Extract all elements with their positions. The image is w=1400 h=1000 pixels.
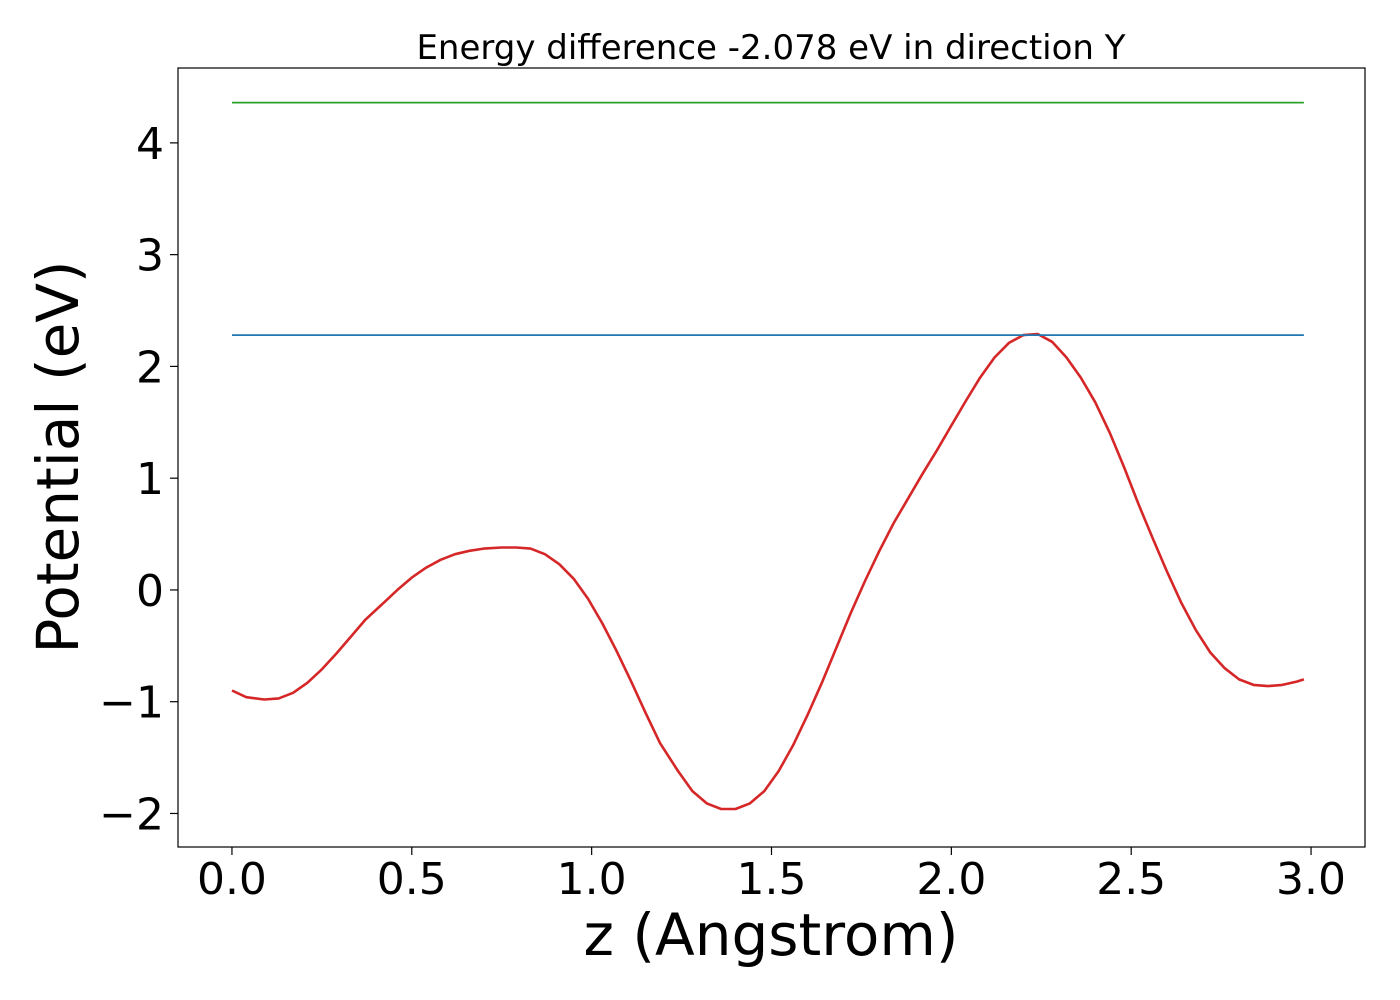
y-axis-label: Potential (eV)	[24, 260, 92, 653]
x-tick-label: 0.0	[197, 854, 267, 905]
series-line-0	[231, 332, 1305, 811]
y-tick-label: 4	[136, 119, 164, 170]
x-tick-label: 2.0	[916, 854, 986, 905]
x-tick-label: 1.5	[737, 854, 807, 905]
plot-frame	[177, 67, 1366, 848]
y-tick-label: 3	[136, 231, 164, 282]
y-tick-label: 0	[136, 566, 164, 617]
x-tick-label: 2.5	[1096, 854, 1166, 905]
x-tick-label: 3.0	[1276, 854, 1346, 905]
chart-title: Energy difference -2.078 eV in direction…	[416, 28, 1125, 68]
x-axis: 0.0 0.5 1.0 1.5 2.0 2.5 3.0	[197, 847, 1346, 905]
y-axis: −2 −1 0 1 2 3 4	[99, 119, 178, 840]
y-tick-label: 1	[136, 454, 164, 505]
plot-area	[231, 101, 1305, 811]
x-tick-label: 0.5	[377, 854, 447, 905]
x-tick-label: 1.0	[557, 854, 627, 905]
y-tick-label: −1	[99, 678, 164, 729]
y-tick-label: 2	[136, 342, 164, 393]
y-tick-label: −2	[99, 789, 164, 840]
x-axis-label: z (Angstrom)	[584, 901, 959, 969]
